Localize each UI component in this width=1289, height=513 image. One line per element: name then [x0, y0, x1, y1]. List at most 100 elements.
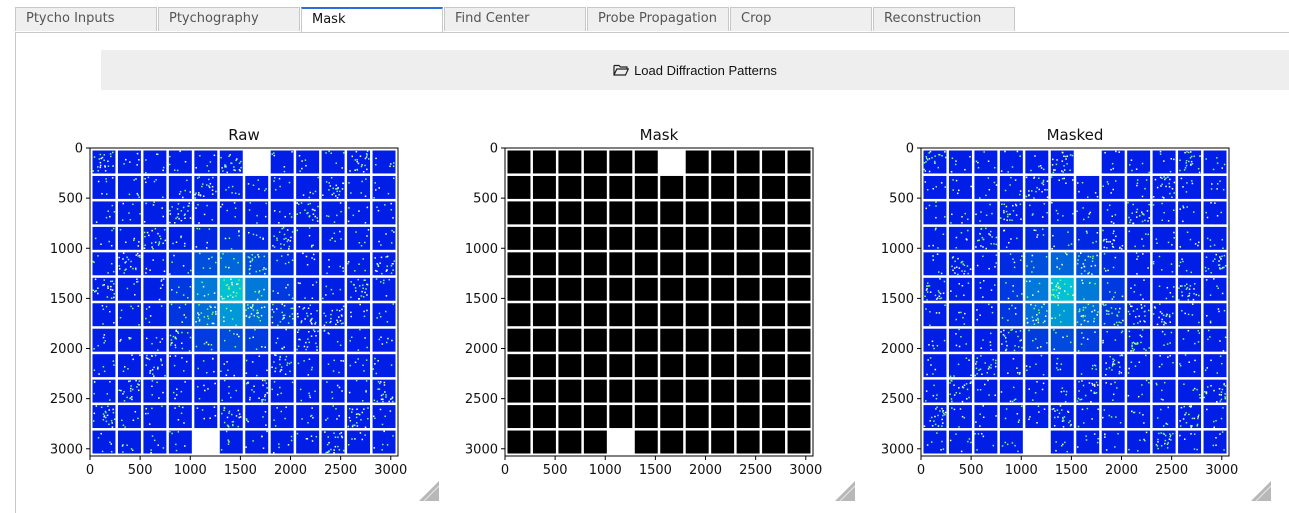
tab-probe-propagation[interactable]: Probe Propagation	[587, 7, 729, 31]
detector-chip	[660, 150, 684, 174]
detector-chip	[372, 328, 396, 352]
detector-chip	[1050, 303, 1074, 327]
y-tick-label: 0	[906, 142, 914, 157]
detector-chip	[634, 303, 658, 327]
detector-chip	[1203, 175, 1227, 199]
tab-crop[interactable]: Crop	[730, 7, 872, 31]
resize-grip-icon[interactable]	[835, 481, 855, 501]
x-tick-label: 3000	[789, 463, 822, 478]
y-tick-label: 3000	[50, 442, 83, 457]
detector-chip	[321, 405, 345, 429]
detector-chip	[296, 175, 320, 199]
detector-chip	[948, 175, 972, 199]
detector-chip	[999, 430, 1023, 454]
detector-chip	[245, 430, 269, 454]
x-tick-label: 2000	[1105, 463, 1138, 478]
mask-figure: Mask 0 500 1000 1500 2000 2500 3000 0 500 1000 1500…	[455, 110, 845, 499]
x-tick-label: 2000	[689, 463, 722, 478]
detector-chip	[92, 226, 116, 250]
detector-chip	[372, 354, 396, 378]
detector-chip	[532, 379, 556, 403]
detector-chip	[1178, 379, 1202, 403]
detector-chip	[609, 175, 633, 199]
detector-chip	[507, 252, 531, 276]
detector-chip	[143, 226, 167, 250]
detector-chip	[999, 354, 1023, 378]
detector-chip	[974, 201, 998, 225]
detector-chip	[270, 252, 294, 276]
detector-chip	[999, 303, 1023, 327]
x-tick-label: 3000	[374, 463, 407, 478]
detector-chip	[1076, 150, 1100, 174]
detector-chip	[1178, 201, 1202, 225]
detector-chip	[270, 328, 294, 352]
detector-chip	[296, 354, 320, 378]
detector-chip	[1101, 175, 1125, 199]
detector-chip	[762, 328, 786, 352]
detector-chip	[999, 175, 1023, 199]
detector-chip	[1203, 303, 1227, 327]
detector-chip	[558, 175, 582, 199]
tab-find-center[interactable]: Find Center	[444, 7, 586, 31]
detector-chip	[660, 175, 684, 199]
detector-chip	[245, 277, 269, 301]
detector-chip	[270, 277, 294, 301]
detector-chip	[1101, 226, 1125, 250]
detector-chip	[117, 405, 141, 429]
detector-chip	[219, 405, 243, 429]
detector-chip	[321, 379, 345, 403]
detector-chip	[736, 379, 760, 403]
detector-chip	[194, 354, 218, 378]
detector-chip	[219, 430, 243, 454]
detector-chip	[736, 226, 760, 250]
detector-chip	[974, 226, 998, 250]
x-tick-label: 1500	[1055, 463, 1088, 478]
detector-chip	[762, 277, 786, 301]
detector-chip	[143, 175, 167, 199]
detector-chip	[143, 277, 167, 301]
load-diffraction-patterns-button[interactable]: Load Diffraction Patterns	[101, 50, 1289, 90]
detector-chip	[787, 430, 811, 454]
detector-chip	[711, 201, 735, 225]
y-tick-label: 0	[75, 142, 83, 157]
detector-chip	[117, 379, 141, 403]
detector-chip	[194, 252, 218, 276]
resize-grip-icon[interactable]	[419, 481, 439, 501]
detector-chip	[1203, 379, 1227, 403]
detector-chip	[634, 277, 658, 301]
detector-chip	[347, 430, 371, 454]
detector-chip	[660, 405, 684, 429]
detector-chip	[736, 277, 760, 301]
detector-chip	[999, 150, 1023, 174]
tab-ptycho-inputs[interactable]: Ptycho Inputs	[15, 7, 157, 31]
detector-chip	[321, 430, 345, 454]
detector-chip	[1127, 226, 1151, 250]
tab-mask[interactable]: Mask	[301, 7, 443, 33]
detector-chip	[787, 328, 811, 352]
detector-chip	[270, 354, 294, 378]
detector-chip	[634, 430, 658, 454]
detector-chip	[787, 150, 811, 174]
detector-chip	[507, 328, 531, 352]
detector-chip	[219, 379, 243, 403]
tab-ptychography[interactable]: Ptychography	[158, 7, 300, 31]
detector-chip	[685, 328, 709, 352]
detector-chip	[787, 252, 811, 276]
detector-chip	[143, 379, 167, 403]
detector-chip	[948, 430, 972, 454]
resize-grip-icon[interactable]	[1251, 481, 1271, 501]
detector-chip	[974, 354, 998, 378]
detector-chip	[660, 328, 684, 352]
detector-chip	[583, 252, 607, 276]
detector-chip	[583, 405, 607, 429]
detector-chip	[1076, 175, 1100, 199]
detector-chip	[634, 405, 658, 429]
detector-chip	[194, 277, 218, 301]
detector-chip	[711, 277, 735, 301]
detector-chip	[372, 405, 396, 429]
detector-chip	[1178, 150, 1202, 174]
tab-reconstruction[interactable]: Reconstruction	[873, 7, 1015, 31]
tab-bar: Ptycho Inputs Ptychography Mask Find Cen…	[15, 7, 1016, 33]
detector-chip	[372, 379, 396, 403]
detector-chip	[194, 405, 218, 429]
